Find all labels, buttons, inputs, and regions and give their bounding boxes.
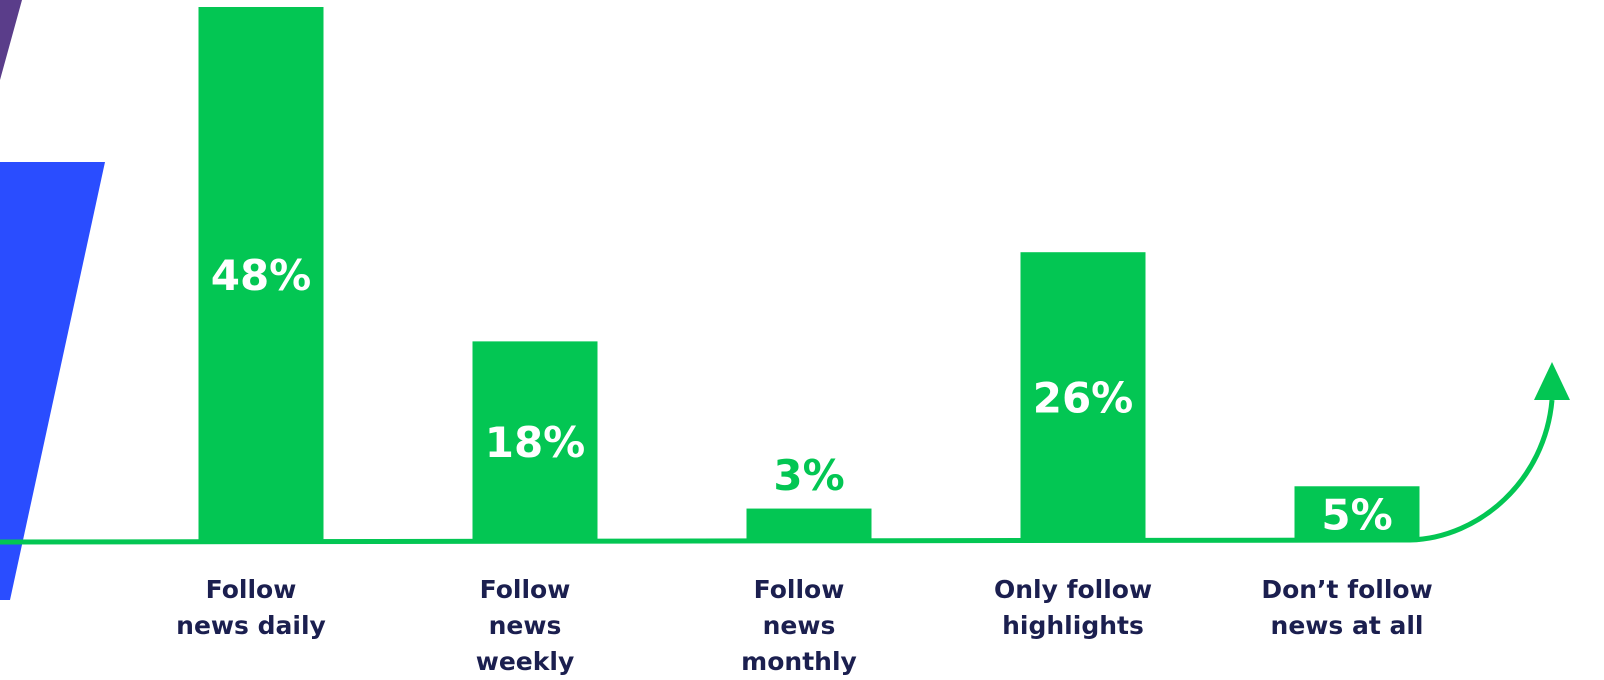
- baseline-arrow: [0, 399, 1555, 545]
- value-label: 18%: [485, 418, 586, 467]
- value-label: 3%: [773, 451, 844, 500]
- bar: [198, 7, 324, 542]
- value-label: 26%: [1033, 374, 1134, 423]
- decor-shape: [0, 162, 105, 600]
- category-label: Follow news monthly: [741, 575, 857, 676]
- chart-canvas: 48% 18% 3% 26% 5%: [0, 0, 1570, 600]
- value-label: 48%: [211, 251, 312, 300]
- bar: [1020, 252, 1146, 543]
- category-label: Don’t follow news at all: [1261, 575, 1433, 640]
- category-label: Follow news daily: [176, 575, 326, 640]
- arrow-head: [1534, 362, 1570, 400]
- category-label: Only follow highlights: [993, 575, 1153, 640]
- chart: 48% 18% 3% 26% 5% Follow news daily Follow ne…: [0, 0, 1570, 676]
- value-label: 5%: [1321, 491, 1392, 540]
- decor-shape: [0, 0, 22, 80]
- bar: [1294, 486, 1420, 542]
- bar: [472, 341, 598, 542]
- bar: [746, 508, 872, 542]
- category-label: Follow news weekly: [475, 575, 575, 676]
